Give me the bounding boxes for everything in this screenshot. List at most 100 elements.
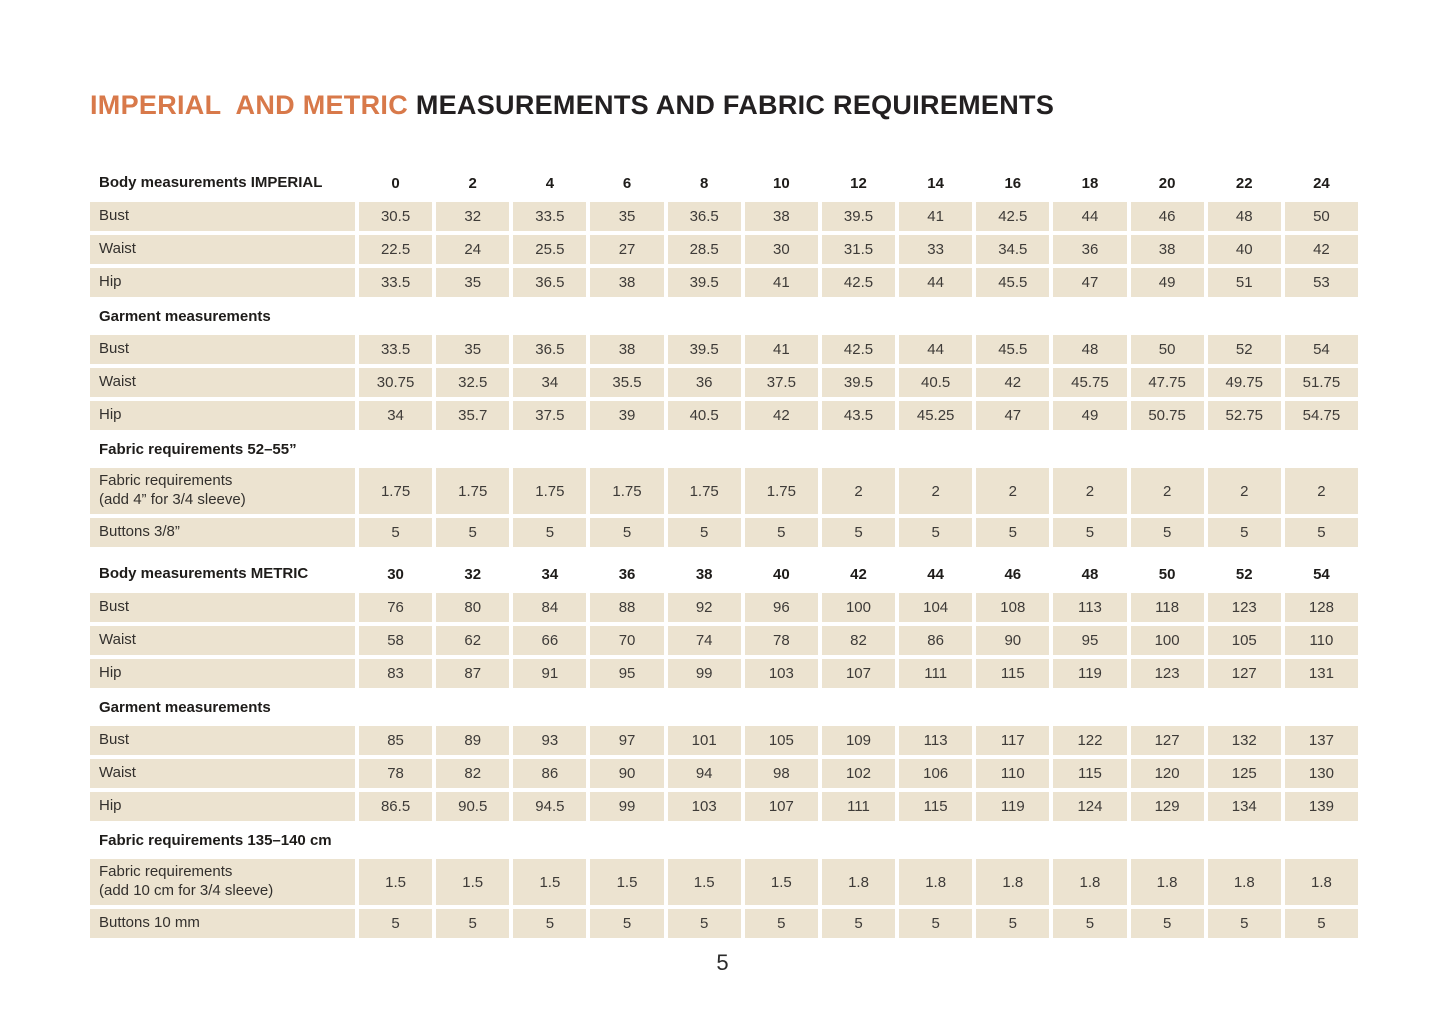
value-cell: 44 xyxy=(1053,202,1127,231)
table-row: Fabric requirements (add 4” for 3/4 sleev… xyxy=(90,468,1358,514)
value-cell: 5 xyxy=(436,909,510,938)
size-cell: 14 xyxy=(927,174,944,192)
row-label-text: Body measurements IMPERIAL xyxy=(99,173,323,191)
row-label-text: Body measurements METRIC xyxy=(99,564,309,582)
size-cell: 6 xyxy=(622,174,632,192)
value-cell: 36.5 xyxy=(667,202,741,231)
value-cell: 115 xyxy=(899,792,973,821)
value-cell: 90 xyxy=(976,626,1050,655)
value-cell: 1.8 xyxy=(976,859,1050,905)
size-cell: 44 xyxy=(927,565,944,583)
value-cell: 95 xyxy=(590,659,664,688)
value-cell: 5 xyxy=(513,518,587,547)
value-cell: 113 xyxy=(899,726,973,755)
size-cell: 40 xyxy=(773,565,790,583)
size-cell: 46 xyxy=(1004,565,1022,583)
size-cell: 4 xyxy=(545,174,555,192)
size-cell: 34 xyxy=(541,565,559,583)
row-label: Hip xyxy=(90,792,355,821)
table-row: Hip 34 35.7 37.5 39 40.5 42 43.5 45.25 47 49 50.75 5… xyxy=(90,401,1358,430)
value-cell: 113 xyxy=(1053,593,1127,622)
value-cell: 1.8 xyxy=(1284,859,1358,905)
value-cell: 74 xyxy=(667,626,741,655)
value-cell: 2 xyxy=(1130,468,1204,514)
value-cell: 33.5 xyxy=(359,268,433,297)
value-cell: 5 xyxy=(513,909,587,938)
value-cell: 1.5 xyxy=(436,859,510,905)
value-cell: 5 xyxy=(744,518,818,547)
value-cell: 1.5 xyxy=(590,859,664,905)
value-cell: 39.5 xyxy=(667,268,741,297)
table-row: Waist 30.75 32.5 34 35.5 36 37.5 39.5 40.5 42 45.7… xyxy=(90,368,1358,397)
value-cell: 111 xyxy=(821,792,896,821)
size-cell: 30 xyxy=(387,565,404,583)
value-cell: 36.5 xyxy=(513,268,587,297)
size-cell: 20 xyxy=(1158,174,1176,192)
value-cell: 39.5 xyxy=(821,368,896,397)
value-cell: 120 xyxy=(1130,759,1204,788)
value-cell: 97 xyxy=(590,726,664,755)
page-title-accent: IMPERIAL AND METRIC xyxy=(90,90,416,120)
value-cell: 34 xyxy=(359,401,433,430)
value-cell: 51 xyxy=(1207,268,1281,297)
value-cell: 103 xyxy=(744,659,818,688)
value-cell: 1.75 xyxy=(667,468,741,514)
size-cell: 2 xyxy=(468,174,477,192)
value-cell: 86.5 xyxy=(359,792,433,821)
value-cell: 115 xyxy=(1053,759,1127,788)
table-row: Waist 58 62 66 70 74 78 82 86 90 95 100 105 110 xyxy=(90,626,1358,655)
value-cell: 32 xyxy=(436,202,510,231)
value-cell: 107 xyxy=(821,659,896,688)
value-cell: 54 xyxy=(1284,335,1358,364)
value-cell: 28.5 xyxy=(667,235,741,264)
section-heading: Garment measurements xyxy=(99,308,271,325)
value-cell: 94.5 xyxy=(513,792,587,821)
value-cell: 41 xyxy=(899,202,973,231)
value-cell: 131 xyxy=(1284,659,1358,688)
value-cell: 5 xyxy=(590,909,664,938)
value-cell: 5 xyxy=(1053,909,1127,938)
size-cell: 38 xyxy=(695,565,713,583)
value-cell: 52.75 xyxy=(1207,401,1281,430)
value-cell: 41 xyxy=(744,335,818,364)
value-cell: 1.5 xyxy=(744,859,818,905)
row-label: Hip xyxy=(90,659,355,688)
row-label: Waist xyxy=(90,368,355,397)
row-label-text: Waist xyxy=(99,240,136,258)
row-label: Hip xyxy=(90,401,355,430)
row-label: Waist xyxy=(90,759,355,788)
section-heading: Garment measurements xyxy=(99,699,271,716)
size-cell: 10 xyxy=(773,174,790,192)
value-cell: 52 xyxy=(1207,335,1281,364)
value-cell: 1.8 xyxy=(1130,859,1204,905)
value-cell: 27 xyxy=(590,235,664,264)
value-cell: 35 xyxy=(436,268,510,297)
row-label-text: Bust xyxy=(99,207,130,225)
value-cell: 42.5 xyxy=(821,335,896,364)
value-cell: 42.5 xyxy=(976,202,1050,231)
table-row: Hip 33.5 35 36.5 38 39.5 41 42.5 44 45.5 47 49 51 53 xyxy=(90,268,1358,297)
value-cell: 35 xyxy=(590,202,664,231)
value-cell: 50.75 xyxy=(1130,401,1204,430)
size-cell: 50 xyxy=(1158,565,1176,583)
value-cell: 42.5 xyxy=(821,268,896,297)
value-cell: 44 xyxy=(899,335,973,364)
row-label-text: Buttons 3/8” xyxy=(99,523,180,541)
value-cell: 34 xyxy=(513,368,587,397)
value-cell: 5 xyxy=(1207,518,1281,547)
size-cell: 48 xyxy=(1081,565,1099,583)
value-cell: 87 xyxy=(436,659,510,688)
row-label: Buttons 3/8” xyxy=(90,518,355,547)
value-cell: 100 xyxy=(1130,626,1204,655)
row-label-text: Bust xyxy=(99,598,130,616)
value-cell: 76 xyxy=(359,593,433,622)
value-cell: 42 xyxy=(744,401,818,430)
table-row: Buttons 10 mm 5 5 5 5 5 5 5 5 5 5 5 5 5 xyxy=(90,909,1358,938)
value-cell: 86 xyxy=(513,759,587,788)
value-cell: 38 xyxy=(744,202,818,231)
value-cell: 40.5 xyxy=(899,368,973,397)
value-cell: 5 xyxy=(821,518,896,547)
value-cell: 38 xyxy=(590,335,664,364)
value-cell: 35.5 xyxy=(590,368,664,397)
row-label: Waist xyxy=(90,235,355,264)
